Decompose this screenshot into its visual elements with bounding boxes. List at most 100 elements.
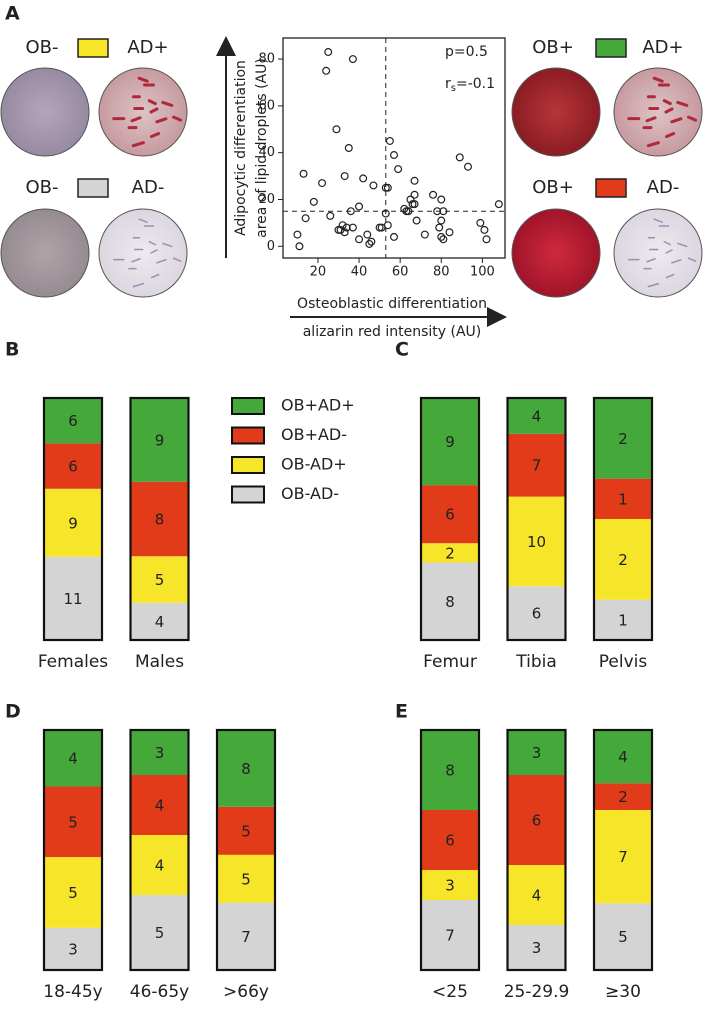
bar-value-label: 10 bbox=[527, 533, 546, 551]
stat-label-part: s bbox=[451, 83, 456, 94]
bar-value-label: 9 bbox=[445, 433, 455, 451]
stat-label: rs=-0.1 bbox=[445, 76, 495, 94]
y-tick-label: 0 bbox=[267, 239, 275, 254]
cell-stain bbox=[663, 240, 672, 246]
cell-stain bbox=[162, 242, 173, 248]
x-tick-label: Pelvis bbox=[599, 652, 648, 672]
bar-segment bbox=[421, 730, 479, 810]
scatter-point bbox=[381, 209, 390, 218]
bar-outline bbox=[419, 396, 481, 642]
bar-outline bbox=[506, 396, 567, 642]
y-tick-label: 20 bbox=[258, 192, 275, 207]
bar-value-label: 5 bbox=[241, 870, 251, 888]
bar-value-label: 5 bbox=[241, 822, 251, 840]
bar-segment bbox=[507, 433, 566, 497]
scatter-point bbox=[369, 181, 378, 190]
scatter-point bbox=[410, 176, 419, 185]
legend-label: OB+AD- bbox=[281, 425, 347, 444]
bar-segment bbox=[594, 810, 652, 904]
cell-stain bbox=[172, 257, 182, 262]
legend-swatch bbox=[231, 426, 265, 445]
cell-stain bbox=[156, 259, 167, 264]
dish-image bbox=[613, 208, 703, 298]
cell-stain bbox=[137, 76, 149, 83]
scatter-point bbox=[355, 202, 364, 211]
x-tick-label: 60 bbox=[392, 265, 409, 280]
scatter-point bbox=[437, 232, 446, 241]
cell-stain bbox=[665, 249, 673, 254]
scatter-point bbox=[437, 216, 446, 225]
stat-label: p=0.5 bbox=[445, 44, 488, 60]
bar-segment bbox=[594, 398, 652, 479]
bar-value-label: 6 bbox=[445, 832, 455, 850]
scatter-point bbox=[375, 223, 384, 232]
cell-stain bbox=[138, 218, 148, 223]
scatter-point bbox=[455, 153, 464, 162]
bar-segment bbox=[44, 398, 102, 444]
bar-outline bbox=[506, 728, 567, 972]
scatter-point bbox=[402, 207, 411, 216]
scatter-point bbox=[494, 200, 503, 209]
cell-stain bbox=[131, 141, 145, 148]
bar-value-label: 1 bbox=[618, 490, 628, 508]
scatter-point bbox=[464, 162, 473, 171]
bar-value-label: 5 bbox=[155, 571, 165, 589]
bar-value-label: 2 bbox=[618, 430, 628, 448]
x-tick-label: Tibia bbox=[515, 652, 557, 672]
scatter-point bbox=[365, 239, 374, 248]
scatter-point bbox=[340, 228, 349, 237]
dish-label: AD+ bbox=[642, 37, 683, 58]
bar-value-label: 3 bbox=[445, 877, 455, 895]
panel-letter: E bbox=[395, 701, 408, 723]
scatter-point bbox=[390, 232, 399, 241]
dish-label: AD+ bbox=[127, 37, 168, 58]
bar-value-label: 5 bbox=[618, 928, 628, 946]
cell-stain bbox=[646, 141, 660, 148]
scatter-point bbox=[340, 172, 349, 181]
bar-outline bbox=[129, 728, 190, 972]
bar-outline bbox=[42, 728, 104, 972]
bar-value-label: 4 bbox=[532, 407, 542, 425]
scatter-point bbox=[301, 214, 310, 223]
bar-value-label: 6 bbox=[532, 812, 542, 830]
scatter-point bbox=[318, 179, 327, 188]
scatter-point bbox=[359, 174, 368, 183]
scatter-point bbox=[420, 230, 429, 239]
scatter-point bbox=[326, 211, 335, 220]
bar-segment bbox=[507, 865, 566, 925]
bar-segment bbox=[507, 586, 566, 640]
bar-segment bbox=[130, 835, 189, 895]
y-tick-label: 80 bbox=[258, 52, 275, 67]
legend-swatch bbox=[231, 456, 265, 474]
cell-stain bbox=[645, 116, 657, 123]
bar-segment bbox=[421, 810, 479, 870]
bar-value-label: 6 bbox=[68, 412, 78, 430]
bar-value-label: 5 bbox=[155, 924, 165, 942]
cell-stain bbox=[150, 132, 161, 139]
bar-segment bbox=[130, 730, 189, 775]
bar-value-label: 4 bbox=[155, 797, 165, 815]
scatter-point bbox=[309, 197, 318, 206]
scatter-point bbox=[445, 228, 454, 237]
bar-segment bbox=[594, 599, 652, 640]
cell-stain bbox=[687, 115, 698, 122]
dish-label: OB+ bbox=[532, 177, 574, 198]
bar-segment bbox=[421, 870, 479, 900]
dish-label: AD- bbox=[132, 177, 165, 198]
bar-value-label: 3 bbox=[532, 939, 542, 957]
bar-outline bbox=[592, 396, 654, 642]
scatter-point bbox=[363, 230, 372, 239]
bar-value-label: 4 bbox=[68, 750, 78, 768]
scatter-point bbox=[482, 235, 491, 244]
y-tick-label: 60 bbox=[258, 98, 275, 113]
bar-segment bbox=[421, 543, 479, 563]
scatter-point bbox=[299, 169, 308, 178]
bar-outline bbox=[419, 728, 481, 972]
panel-letter: B bbox=[5, 339, 19, 361]
scatter-point bbox=[367, 237, 376, 246]
scatter-point bbox=[437, 195, 446, 204]
bar-segment bbox=[130, 602, 189, 640]
panel-letter: D bbox=[5, 701, 21, 723]
cell-stain bbox=[150, 273, 160, 279]
cell-stain bbox=[172, 115, 183, 122]
